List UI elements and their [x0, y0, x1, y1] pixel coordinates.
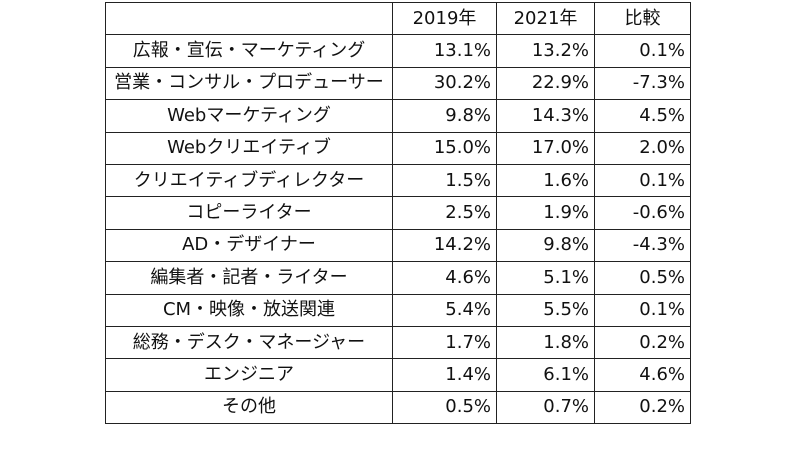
cell-2019: 30.2% — [392, 66, 497, 101]
table-row: 編集者・記者・ライター 4.6% 5.1% 0.5% — [105, 261, 691, 295]
table-row: コピーライター 2.5% 1.9% -0.6% — [105, 196, 691, 230]
cell-comparison: 0.1% — [594, 163, 691, 198]
cell-2021: 5.1% — [496, 261, 595, 295]
table-row: 広報・宣伝・マーケティング 13.1% 13.2% 0.1% — [105, 34, 691, 68]
row-label: エンジニア — [105, 358, 393, 392]
cell-2021: 13.2% — [496, 34, 595, 68]
table-header-row: 2019年 2021年 比較 — [105, 1, 691, 36]
cell-comparison: 4.6% — [594, 358, 691, 392]
cell-2019: 0.5% — [392, 390, 497, 425]
cell-2021: 5.5% — [496, 293, 595, 327]
cell-2019: 13.1% — [392, 34, 497, 68]
cell-comparison: 4.5% — [594, 99, 691, 133]
row-label: Webマーケティング — [105, 99, 393, 133]
cell-2021: 0.7% — [496, 390, 595, 425]
row-label: その他 — [105, 390, 393, 425]
cell-2019: 1.4% — [392, 358, 497, 392]
row-label: クリエイティブディレクター — [105, 163, 393, 198]
cell-2021: 1.9% — [496, 196, 595, 230]
table-row: その他 0.5% 0.7% 0.2% — [105, 390, 691, 425]
table-row: 営業・コンサル・プロデューサー 30.2% 22.9% -7.3% — [105, 66, 691, 101]
cell-comparison: 0.1% — [594, 293, 691, 327]
row-label: Webクリエイティブ — [105, 131, 393, 165]
table-row: Webマーケティング 9.8% 14.3% 4.5% — [105, 99, 691, 133]
cell-2021: 17.0% — [496, 131, 595, 165]
row-label: 総務・デスク・マネージャー — [105, 325, 393, 360]
cell-comparison: 0.5% — [594, 261, 691, 295]
job-category-comparison-table: 2019年 2021年 比較 広報・宣伝・マーケティング 13.1% 13.2%… — [105, 1, 691, 425]
header-2021: 2021年 — [496, 1, 595, 36]
cell-comparison: -4.3% — [594, 228, 691, 263]
row-label: 編集者・記者・ライター — [105, 261, 393, 295]
cell-2019: 1.7% — [392, 325, 497, 360]
cell-comparison: 0.2% — [594, 325, 691, 360]
row-label: 広報・宣伝・マーケティング — [105, 34, 393, 68]
cell-comparison: 2.0% — [594, 131, 691, 165]
header-comparison: 比較 — [594, 1, 691, 36]
cell-2019: 2.5% — [392, 196, 497, 230]
header-corner-cell — [105, 1, 393, 36]
cell-2019: 15.0% — [392, 131, 497, 165]
cell-comparison: -7.3% — [594, 66, 691, 101]
cell-2021: 9.8% — [496, 228, 595, 263]
cell-2021: 22.9% — [496, 66, 595, 101]
cell-2019: 9.8% — [392, 99, 497, 133]
cell-2021: 6.1% — [496, 358, 595, 392]
cell-2019: 1.5% — [392, 163, 497, 198]
table-row: AD・デザイナー 14.2% 9.8% -4.3% — [105, 228, 691, 263]
table-row: クリエイティブディレクター 1.5% 1.6% 0.1% — [105, 163, 691, 198]
cell-2019: 5.4% — [392, 293, 497, 327]
table-row: CM・映像・放送関連 5.4% 5.5% 0.1% — [105, 293, 691, 327]
row-label: AD・デザイナー — [105, 228, 393, 263]
cell-2021: 14.3% — [496, 99, 595, 133]
row-label: コピーライター — [105, 196, 393, 230]
table-row: エンジニア 1.4% 6.1% 4.6% — [105, 358, 691, 392]
cell-2021: 1.8% — [496, 325, 595, 360]
row-label: 営業・コンサル・プロデューサー — [105, 66, 393, 101]
table-row: Webクリエイティブ 15.0% 17.0% 2.0% — [105, 131, 691, 165]
cell-comparison: 0.2% — [594, 390, 691, 425]
cell-comparison: -0.6% — [594, 196, 691, 230]
cell-2019: 14.2% — [392, 228, 497, 263]
header-2019: 2019年 — [392, 1, 497, 36]
cell-comparison: 0.1% — [594, 34, 691, 68]
cell-2019: 4.6% — [392, 261, 497, 295]
cell-2021: 1.6% — [496, 163, 595, 198]
table-row: 総務・デスク・マネージャー 1.7% 1.8% 0.2% — [105, 325, 691, 360]
row-label: CM・映像・放送関連 — [105, 293, 393, 327]
